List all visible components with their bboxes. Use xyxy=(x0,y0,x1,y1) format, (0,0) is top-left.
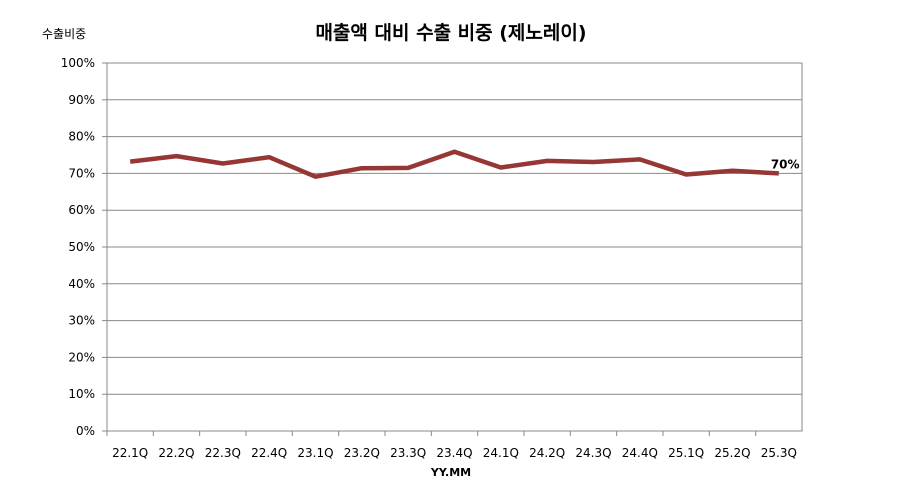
series-line xyxy=(129,149,779,179)
data-label: 70% xyxy=(771,157,800,171)
x-tick-label: 24.3Q xyxy=(575,446,611,460)
y-axis-label: 수출비중 xyxy=(42,27,87,41)
x-tick-label: 24.2Q xyxy=(529,446,565,460)
y-tick-label: 20% xyxy=(68,350,95,364)
x-tick-label: 22.4Q xyxy=(251,446,287,460)
chart-title: 매출액 대비 수출 비중 (제노레이) xyxy=(315,22,587,44)
y-tick-label: 10% xyxy=(68,387,95,401)
y-tick-label: 40% xyxy=(68,277,95,291)
x-tick-label: 24.1Q xyxy=(483,446,519,460)
y-tick-label: 60% xyxy=(68,203,95,217)
plot-border xyxy=(106,62,803,432)
y-tick-label: 100% xyxy=(61,56,95,70)
x-tick-label: 23.2Q xyxy=(344,446,380,460)
x-tick-label: 22.2Q xyxy=(158,446,194,460)
x-tick-label: 24.4Q xyxy=(622,446,658,460)
y-tick-label: 80% xyxy=(68,130,95,144)
x-tick-label: 23.3Q xyxy=(390,446,426,460)
y-tick-label: 50% xyxy=(68,240,95,254)
x-tick-label: 25.3Q xyxy=(761,446,797,460)
x-tick-label: 25.1Q xyxy=(668,446,704,460)
y-tick-label: 90% xyxy=(68,93,95,107)
x-axis-label: YY.MM xyxy=(430,466,472,479)
x-tick-label: 25.2Q xyxy=(714,446,750,460)
y-tick-label: 70% xyxy=(68,166,95,180)
y-tick-label: 0% xyxy=(76,424,95,438)
x-tick-label: 23.1Q xyxy=(297,446,333,460)
x-tick-label: 22.3Q xyxy=(205,446,241,460)
x-tick-label: 22.1Q xyxy=(112,446,148,460)
x-tick-label: 23.4Q xyxy=(436,446,472,460)
y-tick-label: 30% xyxy=(68,314,95,328)
